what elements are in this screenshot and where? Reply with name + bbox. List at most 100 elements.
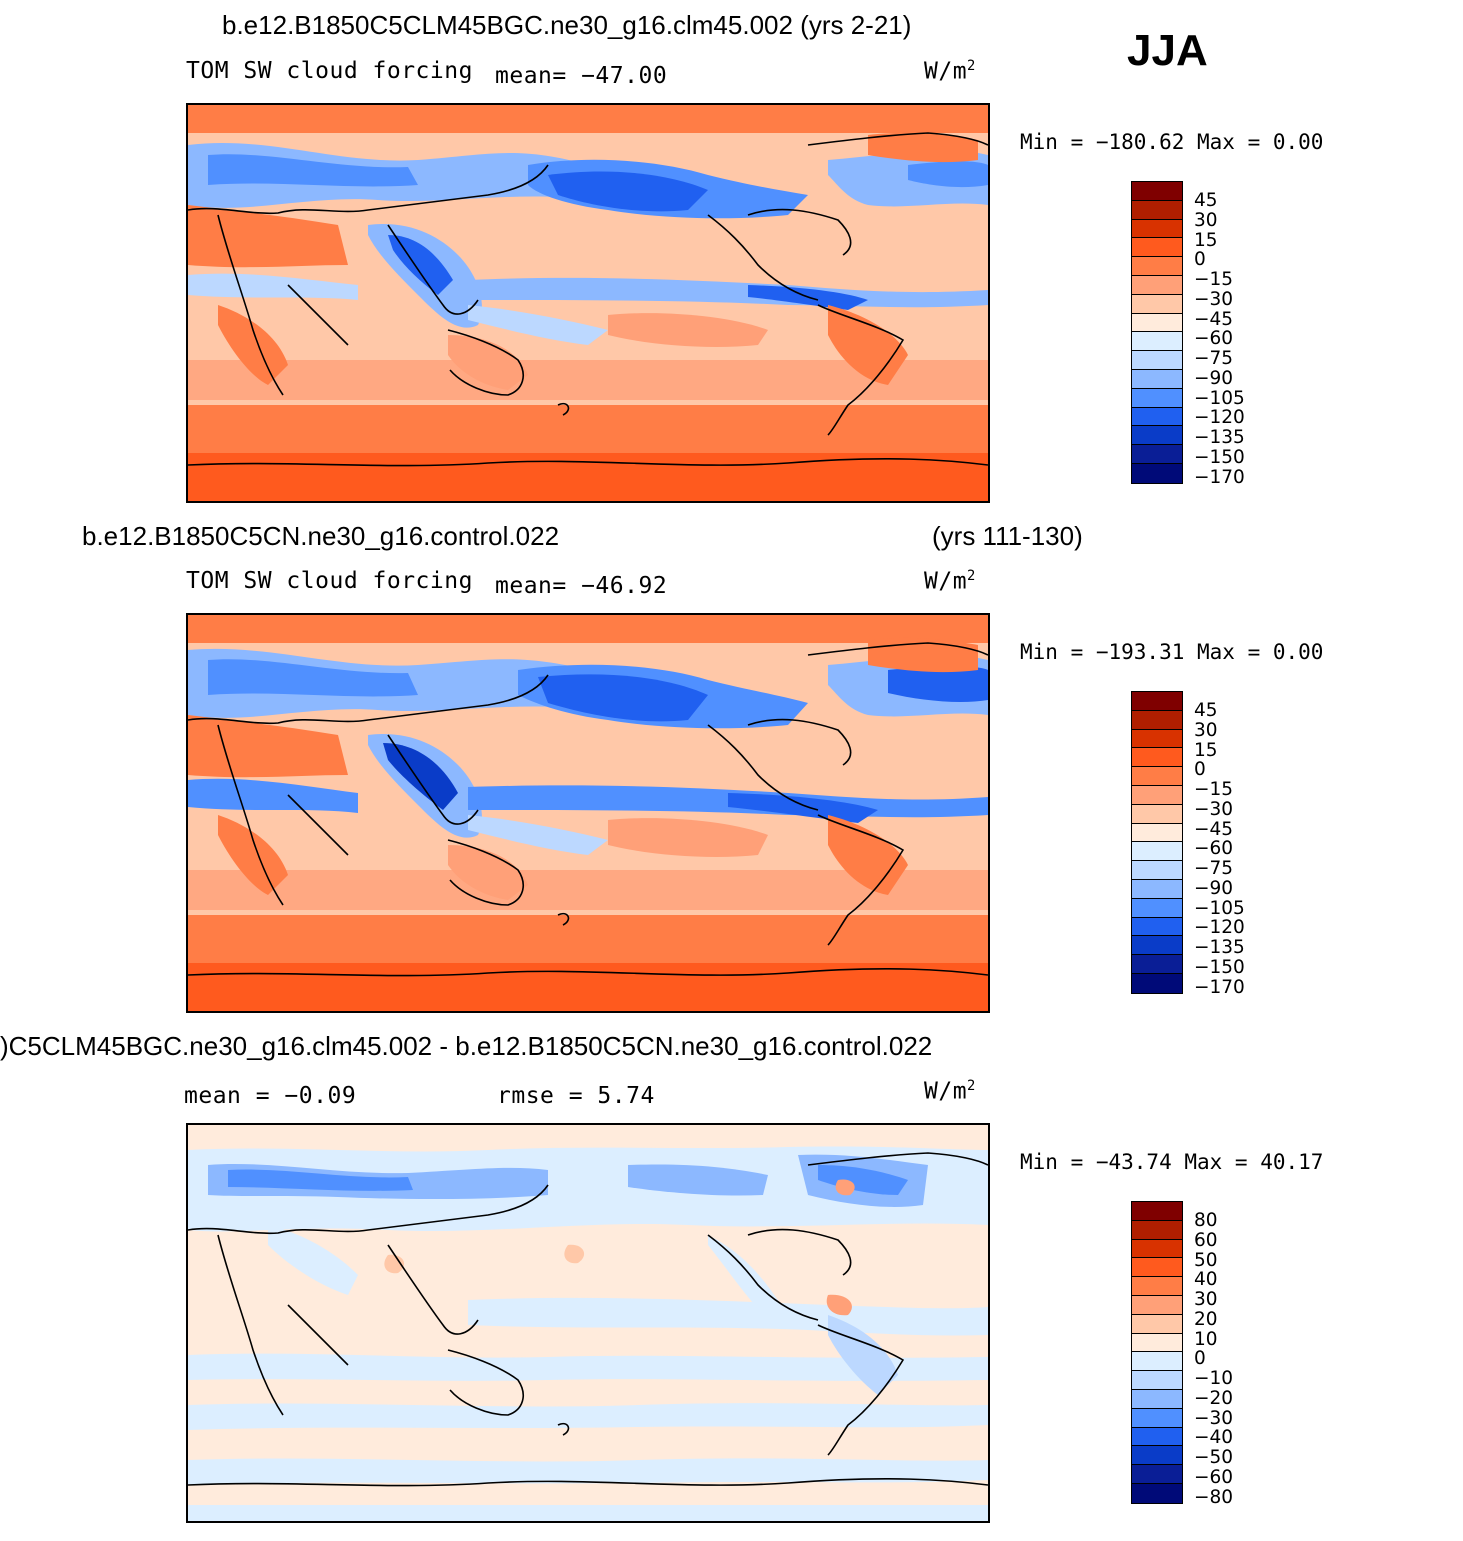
cbar-seg xyxy=(1132,1277,1182,1296)
cbar-seg xyxy=(1132,861,1182,880)
cbar-label: 30 xyxy=(1194,1289,1218,1310)
cbar-label: −60 xyxy=(1194,1466,1234,1488)
panel2-years: (yrs 111-130) xyxy=(932,521,1083,551)
cbar-label: −150 xyxy=(1194,956,1245,978)
cbar-seg xyxy=(1132,898,1182,918)
cbar-seg xyxy=(1132,445,1182,464)
cbar-seg xyxy=(1132,219,1182,239)
cbar-label: −105 xyxy=(1194,387,1245,409)
cbar-label: −105 xyxy=(1194,897,1245,919)
panel2-map-svg xyxy=(188,615,988,1011)
cbar-label: −170 xyxy=(1194,976,1245,998)
cbar-label: −120 xyxy=(1194,407,1245,429)
cbar-seg xyxy=(1132,351,1182,370)
cbar-seg xyxy=(1132,823,1182,843)
cbar-seg xyxy=(1132,842,1182,862)
cbar-seg xyxy=(1132,275,1182,295)
cbar-label: 0 xyxy=(1194,1348,1206,1370)
cbar-label: 40 xyxy=(1194,1269,1218,1291)
panel1-mean: mean= −47.00 xyxy=(495,63,668,89)
cbar-seg xyxy=(1132,1465,1182,1484)
cbar-seg xyxy=(1132,257,1182,276)
cbar-seg xyxy=(1132,1202,1182,1221)
season-label: JJA xyxy=(1127,26,1208,75)
cbar-seg xyxy=(1132,917,1182,937)
cbar-seg xyxy=(1132,182,1182,201)
panel1-minmax: Min = −180.62 Max = 0.00 xyxy=(1020,130,1324,154)
cbar-label: 45 xyxy=(1194,700,1218,721)
cbar-seg xyxy=(1132,463,1182,483)
panel3-units: W/m2 xyxy=(924,1078,976,1105)
cbar-label: −30 xyxy=(1194,288,1234,310)
cbar-label: −135 xyxy=(1194,937,1245,958)
cbar-seg xyxy=(1132,785,1182,805)
cbar-label: −75 xyxy=(1194,858,1234,879)
cbar-label: −90 xyxy=(1194,877,1234,899)
cbar-label: −15 xyxy=(1194,269,1234,290)
panel3-minmax: Min = −43.74 Max = 40.17 xyxy=(1020,1150,1324,1174)
cbar-label: 60 xyxy=(1194,1229,1218,1251)
cbar-label: 30 xyxy=(1194,209,1218,231)
panel3-rmse: rmse = 5.74 xyxy=(497,1083,655,1109)
cbar-label: 20 xyxy=(1194,1308,1218,1330)
cbar-label: 30 xyxy=(1194,719,1218,741)
panel2-colorbar xyxy=(1131,691,1183,994)
cbar-seg xyxy=(1132,1333,1182,1353)
cbar-label: −135 xyxy=(1194,427,1245,448)
cbar-seg xyxy=(1132,804,1182,824)
cbar-seg xyxy=(1132,692,1182,711)
panel2-mean: mean= −46.92 xyxy=(495,573,668,599)
panel3-map-svg xyxy=(188,1125,988,1521)
cbar-label: 45 xyxy=(1194,190,1218,211)
panel1-units: W/m2 xyxy=(924,58,976,85)
panel2-colorbar-labels: 45 30 15 0 −15 −30 −45 −60 −75 −90 −105 … xyxy=(1194,701,1245,997)
cbar-seg xyxy=(1132,238,1182,258)
cbar-label: −15 xyxy=(1194,779,1234,800)
cbar-seg xyxy=(1132,332,1182,352)
cbar-label: −80 xyxy=(1194,1486,1234,1508)
cbar-seg xyxy=(1132,936,1182,956)
cbar-seg xyxy=(1132,1408,1182,1428)
cbar-label: −45 xyxy=(1194,308,1234,330)
cbar-seg xyxy=(1132,1258,1182,1278)
cbar-seg xyxy=(1132,1427,1182,1447)
panel1-map xyxy=(186,103,990,503)
cbar-seg xyxy=(1132,1389,1182,1409)
panel2-minmax: Min = −193.31 Max = 0.00 xyxy=(1020,640,1324,664)
cbar-seg xyxy=(1132,748,1182,768)
cbar-label: −45 xyxy=(1194,818,1234,840)
cbar-seg xyxy=(1132,1446,1182,1466)
cbar-label: −60 xyxy=(1194,838,1234,860)
cbar-seg xyxy=(1132,1295,1182,1315)
cbar-seg xyxy=(1132,407,1182,427)
panel1-title: b.e12.B1850C5CLM45BGC.ne30_g16.clm45.002… xyxy=(222,10,912,40)
cbar-label: 15 xyxy=(1194,229,1218,251)
cbar-label: −170 xyxy=(1194,466,1245,488)
cbar-seg xyxy=(1132,388,1182,408)
cbar-label: −30 xyxy=(1194,1407,1234,1429)
panel2-variable: TOM SW cloud forcing xyxy=(186,568,473,594)
panel3-title: )C5CLM45BGC.ne30_g16.clm45.002 - b.e12.B… xyxy=(0,1031,933,1061)
panel2-units: W/m2 xyxy=(924,568,976,595)
panel2-map xyxy=(186,613,990,1013)
panel3-colorbar-labels: 80 60 50 40 30 20 10 0 −10 −20 −30 −40 −… xyxy=(1194,1211,1233,1507)
cbar-seg xyxy=(1132,369,1182,389)
cbar-seg xyxy=(1132,313,1182,333)
cbar-seg xyxy=(1132,1371,1182,1390)
cbar-seg xyxy=(1132,1239,1182,1259)
cbar-label: −60 xyxy=(1194,328,1234,350)
cbar-label: −20 xyxy=(1194,1387,1234,1409)
cbar-label: −40 xyxy=(1194,1427,1234,1449)
cbar-seg xyxy=(1132,1220,1182,1240)
cbar-seg xyxy=(1132,1483,1182,1503)
cbar-seg xyxy=(1132,879,1182,899)
cbar-label: −10 xyxy=(1194,1368,1234,1389)
cbar-seg xyxy=(1132,710,1182,730)
panel1-variable: TOM SW cloud forcing xyxy=(186,58,473,84)
cbar-label: 0 xyxy=(1194,759,1206,781)
cbar-label: 15 xyxy=(1194,739,1218,761)
panel1-colorbar-labels: 45 30 15 0 −15 −30 −45 −60 −75 −90 −105 … xyxy=(1194,191,1245,487)
cbar-label: −120 xyxy=(1194,917,1245,939)
panel3-map xyxy=(186,1123,990,1523)
panel2-title: b.e12.B1850C5CN.ne30_g16.control.022 xyxy=(82,521,560,551)
